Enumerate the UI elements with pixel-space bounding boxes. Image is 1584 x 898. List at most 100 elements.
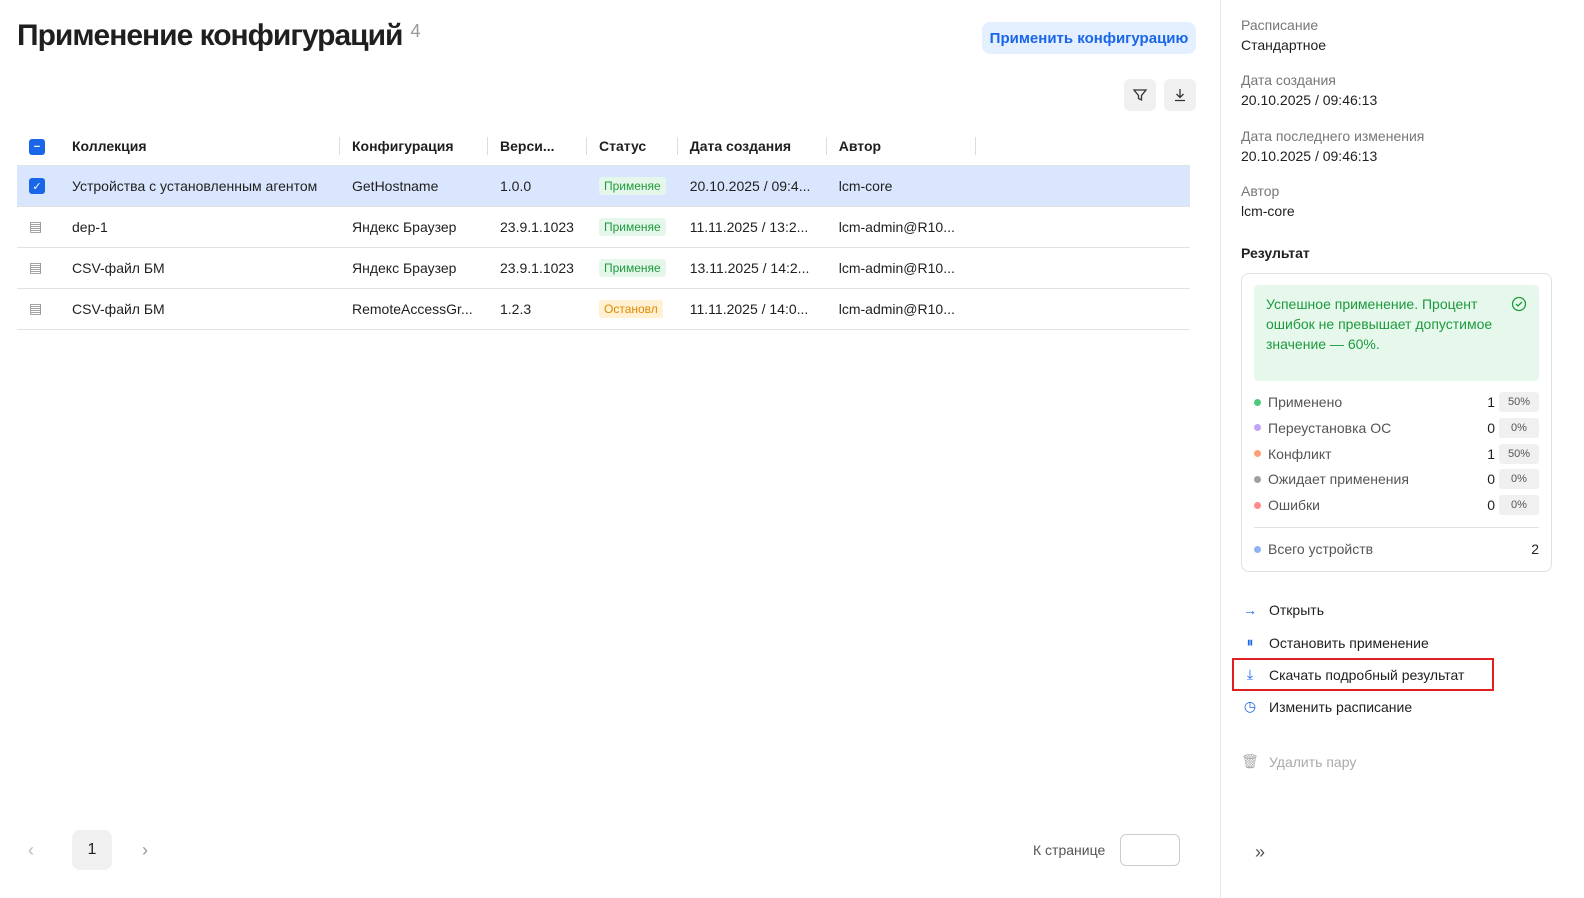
table-header: − Коллекция Конфигурация Верси... Статус…	[17, 127, 1190, 166]
stop-action[interactable]: ⏸ Остановить применение	[1241, 634, 1429, 651]
cell-version: 23.9.1.1023	[488, 247, 587, 289]
column-configuration[interactable]: Конфигурация	[340, 127, 488, 166]
stat-row: Применено 1 50%	[1254, 391, 1539, 413]
export-button[interactable]	[1164, 79, 1196, 111]
collapse-sidebar-button[interactable]: »	[1255, 842, 1266, 862]
cell-created: 11.11.2025 / 14:0...	[677, 288, 827, 330]
row-checkbox[interactable]: ✓	[29, 178, 45, 195]
table-row[interactable]: ▤ CSV-файл БМ RemoteAccessGr... 1.2.3 Ос…	[17, 288, 1190, 330]
cell-version: 1.2.3	[488, 288, 587, 330]
status-badge: Применяе	[599, 217, 666, 236]
divider	[1254, 527, 1539, 528]
status-dot	[1254, 398, 1261, 406]
collection-list-icon: ▤	[29, 300, 43, 316]
stat-row: Конфликт 1 50%	[1254, 443, 1539, 465]
cell-version: 23.9.1.1023	[488, 206, 587, 248]
status-dot	[1254, 424, 1261, 432]
configurations-table: − Коллекция Конфигурация Верси... Статус…	[17, 127, 1190, 330]
cell-author: lcm-admin@R10...	[826, 288, 976, 330]
percent-badge: 0%	[1499, 469, 1539, 490]
schedule-label: Расписание	[1241, 17, 1319, 33]
select-all-checkbox[interactable]: −	[29, 138, 45, 155]
check-circle-icon	[1511, 296, 1527, 312]
modified-value: 20.10.2025 / 09:46:13	[1241, 148, 1378, 164]
cell-version: 1.0.0	[488, 165, 587, 207]
status-badge: Остановл	[599, 299, 663, 318]
trash-icon: 🗑	[1241, 753, 1259, 769]
main-panel: Применение конфигураций 4 Применить конф…	[17, 18, 1196, 870]
modified-label: Дата последнего изменения	[1241, 128, 1425, 144]
status-dot	[1254, 475, 1261, 483]
status-dot	[1254, 501, 1261, 509]
download-icon: ⤓	[1246, 666, 1254, 682]
pause-circle-icon: ⏸	[1246, 634, 1254, 650]
column-status[interactable]: Статус	[587, 127, 678, 166]
open-action[interactable]: → Открыть	[1243, 602, 1324, 618]
author-field: Автор lcm-core	[1241, 182, 1561, 220]
column-version[interactable]: Верси...	[488, 127, 587, 166]
success-message: Успешное применение. Процент ошибок не п…	[1254, 285, 1539, 381]
created-field: Дата создания 20.10.2025 / 09:46:13	[1241, 71, 1561, 109]
modified-field: Дата последнего изменения 20.10.2025 / 0…	[1241, 127, 1561, 165]
cell-author: lcm-admin@R10...	[826, 247, 976, 289]
result-card: Успешное применение. Процент ошибок не п…	[1241, 273, 1552, 572]
cell-configuration: Яндекс Браузер	[340, 247, 488, 289]
total-dot	[1254, 545, 1261, 553]
highlight-box	[1232, 658, 1494, 691]
download-result-action[interactable]: ⤓ Скачать подробный результат	[1241, 666, 1465, 683]
cell-collection: Устройства с установленным агентом	[60, 165, 340, 207]
table-row[interactable]: ▤ CSV-файл БМ Яндекс Браузер 23.9.1.1023…	[17, 247, 1190, 289]
author-value: lcm-core	[1241, 203, 1295, 219]
status-dot	[1254, 450, 1261, 458]
column-collection[interactable]: Коллекция	[60, 127, 340, 166]
arrow-right-icon: →	[1243, 602, 1257, 618]
result-heading: Результат	[1241, 245, 1310, 261]
filter-button[interactable]	[1124, 79, 1156, 111]
goto-page-input[interactable]	[1120, 834, 1180, 866]
collection-list-icon: ▤	[29, 218, 43, 234]
items-count: 4	[410, 21, 421, 41]
cell-created: 11.11.2025 / 13:2...	[677, 206, 827, 248]
stat-row: Ожидает применения 0 0%	[1254, 468, 1539, 490]
percent-badge: 0%	[1499, 495, 1539, 516]
percent-badge: 50%	[1499, 392, 1539, 412]
cell-collection: dep-1	[60, 206, 340, 248]
download-icon	[1175, 89, 1185, 102]
schedule-field: Расписание Стандартное	[1241, 16, 1561, 54]
percent-badge: 0%	[1499, 417, 1539, 438]
total-devices-row: Всего устройств 2	[1254, 538, 1539, 560]
collection-list-icon: ▤	[29, 259, 43, 275]
goto-page-label: К странице	[1033, 842, 1106, 858]
column-author[interactable]: Автор	[826, 127, 976, 166]
cell-created: 13.11.2025 / 14:2...	[677, 247, 827, 289]
cell-author: lcm-admin@R10...	[826, 206, 976, 248]
cell-configuration: RemoteAccessGr...	[340, 288, 488, 330]
column-created[interactable]: Дата создания	[677, 127, 827, 166]
status-badge: Применяе	[599, 258, 666, 277]
author-label: Автор	[1241, 183, 1280, 199]
status-badge: Применяе	[599, 176, 666, 195]
page-header: Применение конфигураций 4	[17, 18, 421, 54]
stat-row: Ошибки 0 0%	[1254, 494, 1539, 516]
apply-configuration-button[interactable]: Применить конфигурацию	[982, 22, 1196, 54]
percent-badge: 50%	[1499, 443, 1539, 464]
cell-collection: CSV-файл БМ	[60, 247, 340, 289]
page-title: Применение конфигураций	[17, 19, 403, 52]
cell-collection: CSV-файл БМ	[60, 288, 340, 330]
cell-configuration: GetHostname	[340, 165, 488, 207]
delete-pair-action[interactable]: 🗑 Удалить пару	[1241, 753, 1357, 770]
table-row[interactable]: ▤ dep-1 Яндекс Браузер 23.9.1.1023 Приме…	[17, 206, 1190, 248]
details-sidebar: Расписание Стандартное Дата создания 20.…	[1220, 0, 1584, 898]
clock-icon: ◷	[1243, 698, 1257, 714]
cell-created: 20.10.2025 / 09:4...	[677, 165, 827, 207]
change-schedule-action[interactable]: ◷ Изменить расписание	[1241, 698, 1412, 715]
prev-page-button[interactable]: ‹	[28, 840, 34, 860]
cell-configuration: Яндекс Браузер	[340, 206, 488, 248]
filter-icon	[1132, 89, 1148, 102]
table-row[interactable]: ✓ Устройства с установленным агентом Get…	[17, 165, 1190, 207]
created-label: Дата создания	[1241, 72, 1336, 88]
stat-row: Переустановка ОС 0 0%	[1254, 417, 1539, 439]
page-1-button[interactable]: 1	[72, 830, 112, 870]
created-value: 20.10.2025 / 09:46:13	[1241, 92, 1378, 108]
next-page-button[interactable]: ›	[142, 840, 148, 860]
